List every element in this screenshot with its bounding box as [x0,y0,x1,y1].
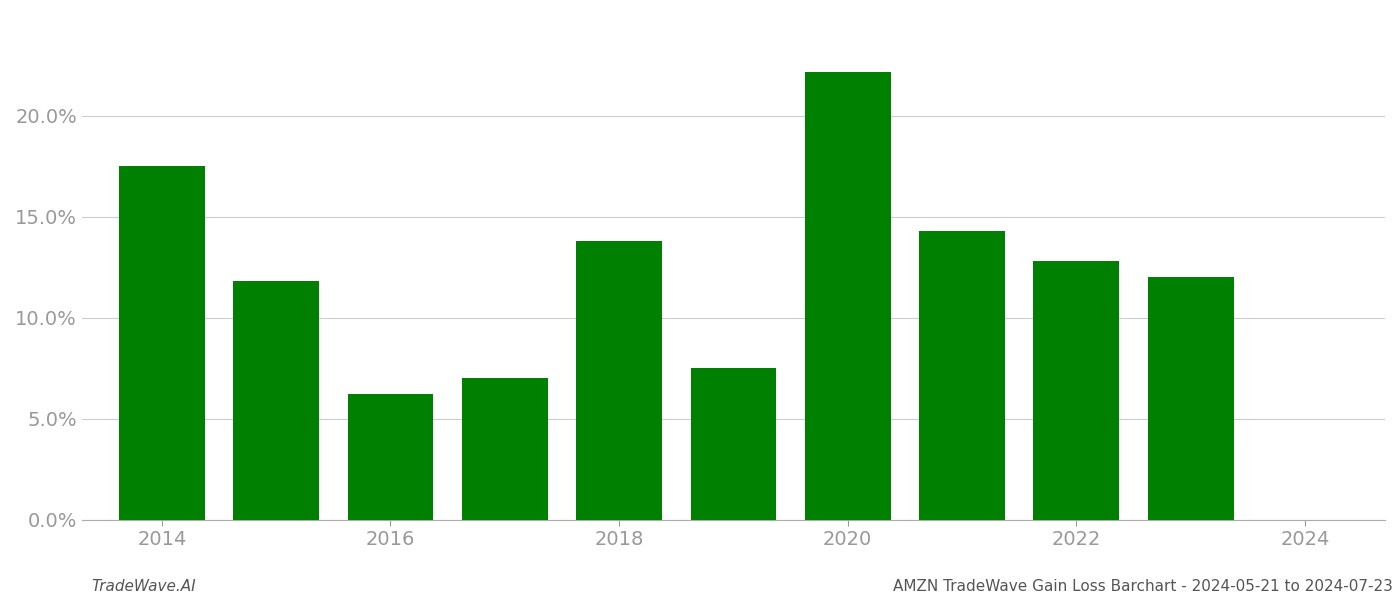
Bar [577,241,662,520]
Bar [119,166,204,520]
Bar [234,281,319,520]
Bar [462,379,547,520]
Bar [347,394,434,520]
Bar [690,368,776,520]
Bar [1148,277,1233,520]
Bar [920,231,1005,520]
Bar [1033,261,1119,520]
Bar [805,71,890,520]
Text: AMZN TradeWave Gain Loss Barchart - 2024-05-21 to 2024-07-23: AMZN TradeWave Gain Loss Barchart - 2024… [893,579,1393,594]
Text: TradeWave.AI: TradeWave.AI [91,579,196,594]
